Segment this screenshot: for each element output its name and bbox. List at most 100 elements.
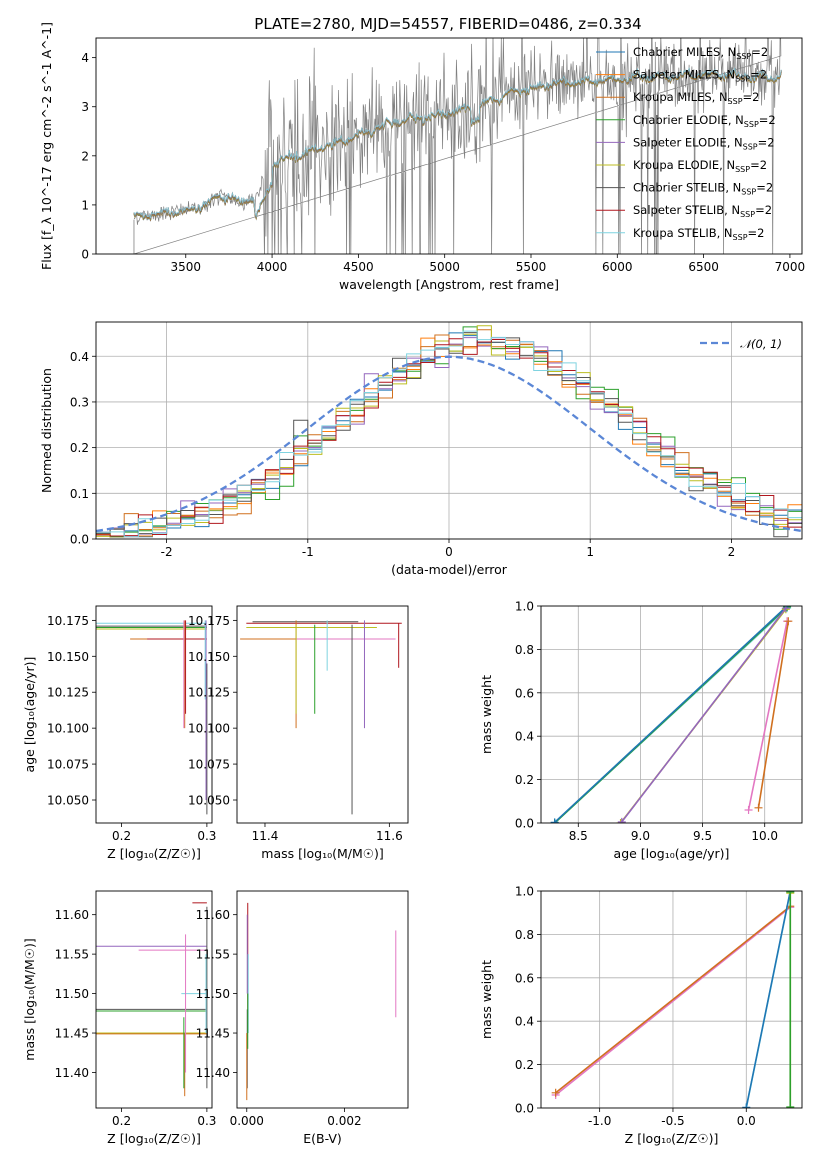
age_weight-ylabel: mass weight <box>479 675 494 754</box>
Z_age-ytick-label: 10.075 <box>47 758 89 772</box>
Z_mass-xlabel: Z [log₁₀(Z/Z☉)] <box>107 1131 201 1146</box>
weight-marker <box>616 819 625 823</box>
legend-tail: =2 <box>758 135 775 149</box>
Z_age-panel: 0.2 0.3 10.050 10.075 10.100 10.125 10.150 10.1… <box>22 605 216 861</box>
ebv_mass-xtick-label: 0.002 <box>327 1114 361 1128</box>
age_weight-xtick-label: 10.0 <box>751 829 778 843</box>
legend-subscript: SSP <box>744 120 759 129</box>
spectrum-xlabel: wavelength [Angstrom, rest frame] <box>339 277 559 292</box>
legend-entry: Kroupa ELODIE, NSSP=2 <box>633 158 767 174</box>
legend-entry: Salpeter STELIB, NSSP=2 <box>633 203 772 219</box>
legend-label: Salpeter ELODIE, N <box>633 135 743 149</box>
residuals-xtick-label: 1 <box>586 545 594 559</box>
legend-subscript: SSP <box>741 188 756 197</box>
gaussian-legend-label: 𝒩(0, 1) <box>740 337 782 351</box>
Zw_weight-ytick-label: 0.8 <box>515 928 534 942</box>
ebv_mass-xlabel: E(B-V) <box>303 1131 342 1146</box>
ebv_mass-ytick-label: 11.60 <box>196 908 230 922</box>
residuals-ytick-label: 0.4 <box>70 350 89 364</box>
age_weight-ytick-label: 0.6 <box>515 686 534 700</box>
legend-subscript: SSP <box>735 75 750 84</box>
mass_age-panel: 11.4 11.6 10.050 10.075 10.100 10.125 10.150 10… <box>188 605 409 861</box>
weight-line <box>555 906 791 1096</box>
Zw_weight-xtick-label: -1.0 <box>588 1114 611 1128</box>
residuals-xlabel: (data-model)/error <box>391 562 508 577</box>
spectrum-xtick-label: 6500 <box>688 260 719 274</box>
legend-subscript: SSP <box>740 210 755 219</box>
age_weight-panel: 8.5 9.0 9.5 10.0 0.0 0.2 0.4 0.6 0.8 1.0 age [log₁… <box>479 600 803 861</box>
legend-tail: =2 <box>759 113 776 127</box>
legend-subscript: SSP <box>735 165 750 174</box>
Z_mass-xtick-label: 0.2 <box>112 1114 131 1128</box>
Z_mass-frame <box>95 890 213 1109</box>
weight-line <box>555 905 791 1094</box>
ebv_mass-ytick-label: 11.50 <box>196 987 230 1001</box>
Z_mass-xtick-label: 0.3 <box>197 1114 216 1128</box>
Z_age-frame <box>95 605 213 824</box>
age_weight-ytick-label: 0.2 <box>515 773 534 787</box>
weight-line <box>554 606 788 823</box>
residuals-xtick-label: 2 <box>728 545 736 559</box>
spectrum-ytick-label: 2 <box>81 149 89 163</box>
Z_age-xtick-label: 0.3 <box>197 829 216 843</box>
spectrum-xtick-label: 5000 <box>429 260 460 274</box>
ebv_mass-frame <box>236 890 409 1109</box>
Zw_weight-frame <box>540 890 803 1109</box>
Z_age-xlabel: Z [log₁₀(Z/Z☉)] <box>107 846 201 861</box>
ebv_mass-plot-area <box>246 902 397 1101</box>
legend-tail: =2 <box>743 90 760 104</box>
weight-marker <box>786 1102 795 1108</box>
Z_age-xtick-label: 0.2 <box>112 829 131 843</box>
ebv_mass-ytick-label: 11.40 <box>196 1066 230 1080</box>
spectrum-plot-area <box>133 38 782 254</box>
Zw_weight-xtick-label: -0.5 <box>661 1114 684 1128</box>
ebv_mass-ytick-label: 11.55 <box>196 948 230 962</box>
spectrum-xtick-label: 3500 <box>170 260 201 274</box>
histogram-step-line <box>96 332 802 538</box>
spectrum-ytick-label: 4 <box>81 51 89 65</box>
Z_mass-ytick-label: 11.50 <box>55 987 89 1001</box>
legend-entry: Kroupa MILES, NSSP=2 <box>633 90 759 106</box>
legend-tail: =2 <box>751 45 768 59</box>
residuals-xtick-label: 0 <box>445 545 453 559</box>
mass_age-ytick-label: 10.075 <box>188 758 230 772</box>
residuals-ytick-label: 0.1 <box>70 487 89 501</box>
legend-label: Chabrier STELIB, N <box>633 181 741 195</box>
legend-label: Kroupa MILES, N <box>633 90 728 104</box>
weight-marker <box>551 1088 560 1097</box>
spectrum-xtick-label: 7000 <box>775 260 806 274</box>
weight-marker <box>781 606 790 613</box>
weight-line <box>621 607 787 823</box>
age_weight-plot-area <box>541 606 802 823</box>
Z_age-plot-area <box>96 620 208 815</box>
Z_mass-ytick-label: 11.60 <box>55 908 89 922</box>
Z_age-ytick-label: 10.100 <box>47 722 89 736</box>
legend-subscript: SSP <box>743 142 758 151</box>
Zw_weight-ytick-label: 0.4 <box>515 1015 534 1029</box>
weight-line <box>747 621 788 811</box>
mass_age-ytick-label: 10.050 <box>188 794 230 808</box>
age_weight-ytick-label: 0.4 <box>515 730 534 744</box>
mass_age-ytick-label: 10.100 <box>188 722 230 736</box>
mass_age-frame <box>236 605 409 824</box>
spectrum-xtick-label: 5500 <box>516 260 547 274</box>
legend-subscript: SSP <box>736 52 751 61</box>
legend-label: Salpeter STELIB, N <box>633 203 740 217</box>
legend-label: Salpeter MILES, N <box>633 68 735 82</box>
Z_mass-ytick-label: 11.45 <box>55 1027 89 1041</box>
legend-tail: =2 <box>750 68 767 82</box>
residuals-frame <box>95 321 803 540</box>
figure-title: PLATE=2780, MJD=54557, FIBERID=0486, z=0… <box>254 15 641 33</box>
spectrum-xtick-label: 4000 <box>257 260 288 274</box>
gaussian-curve <box>96 355 802 533</box>
legend-label: Chabrier MILES, N <box>633 45 736 59</box>
Zw_weight-ytick-label: 1.0 <box>515 885 534 899</box>
weight-marker <box>617 817 626 823</box>
residuals-xtick-label: -2 <box>161 545 173 559</box>
spectrum-ytick-label: 3 <box>81 100 89 114</box>
ebv_mass-panel: 0.000 0.002 11.40 11.45 11.50 11.55 11.60 E(B-V… <box>196 890 409 1146</box>
legend-label: Kroupa ELODIE, N <box>633 158 735 172</box>
spectrum-model-line <box>133 67 782 219</box>
age_weight-xtick-label: 8.5 <box>569 829 588 843</box>
legend-subscript: SSP <box>733 233 748 242</box>
